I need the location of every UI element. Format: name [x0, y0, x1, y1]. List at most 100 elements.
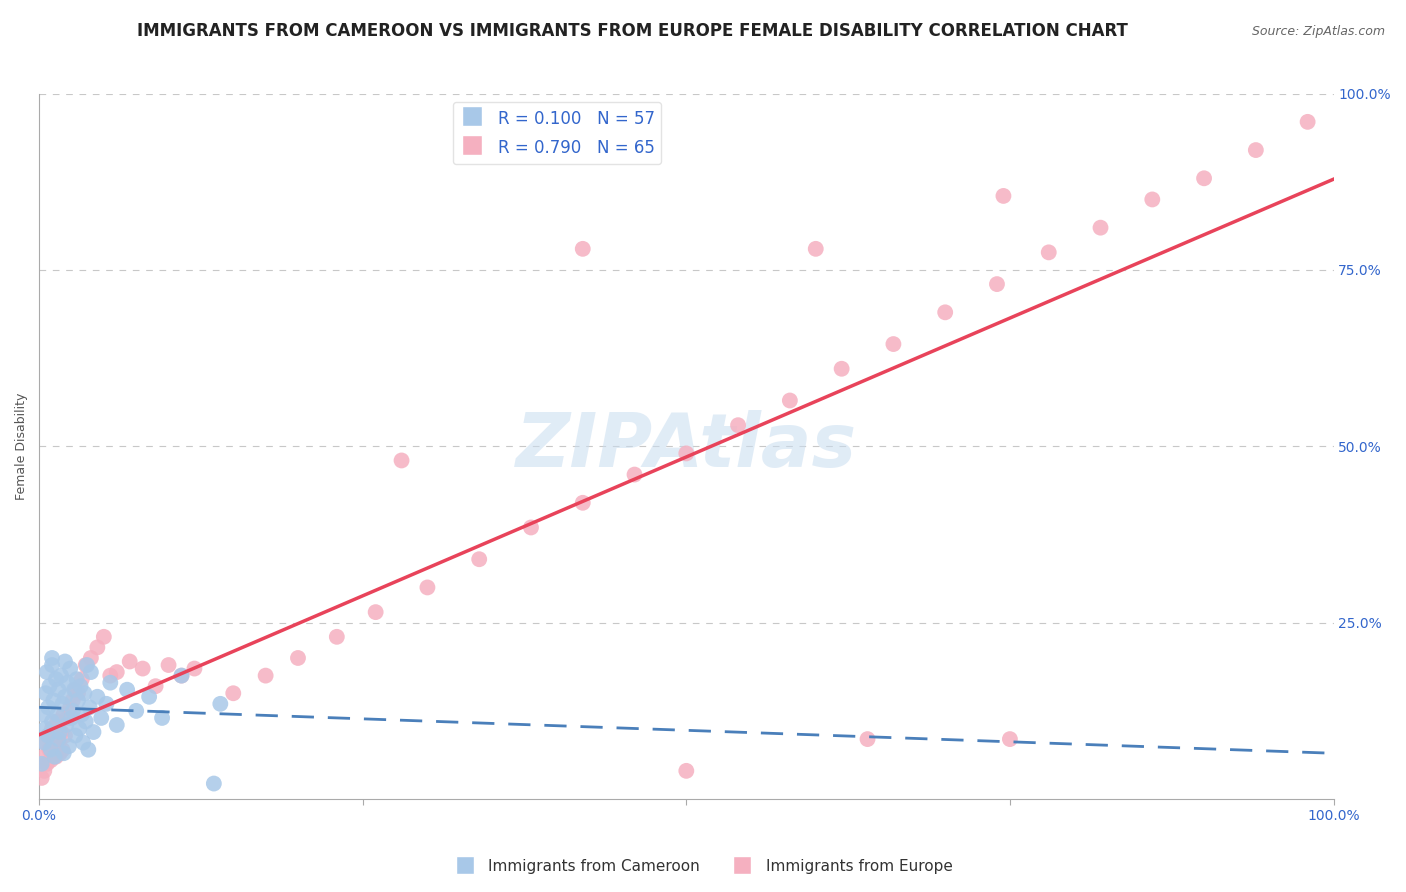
Point — [993, 189, 1015, 203]
Point — [42, 739, 65, 753]
Text: Source: ZipAtlas.com: Source: ZipAtlas.com — [1251, 25, 1385, 38]
Point — [1192, 171, 1215, 186]
Point — [804, 242, 827, 256]
Point — [31, 756, 53, 771]
Point — [35, 665, 58, 679]
Point — [75, 658, 97, 673]
Point — [77, 742, 100, 756]
Point — [675, 764, 697, 778]
Point — [66, 672, 89, 686]
Point — [51, 697, 73, 711]
Legend: Immigrants from Cameroon, Immigrants from Europe: Immigrants from Cameroon, Immigrants fro… — [447, 853, 959, 880]
Point — [118, 655, 141, 669]
Point — [45, 672, 67, 686]
Point — [98, 675, 121, 690]
Point — [623, 467, 645, 482]
Point — [1296, 115, 1319, 129]
Point — [170, 668, 193, 682]
Point — [51, 742, 73, 756]
Point — [93, 630, 115, 644]
Point — [571, 496, 593, 510]
Point — [58, 739, 80, 753]
Point — [56, 711, 79, 725]
Text: IMMIGRANTS FROM CAMEROON VS IMMIGRANTS FROM EUROPE FEMALE DISABILITY CORRELATION: IMMIGRANTS FROM CAMEROON VS IMMIGRANTS F… — [138, 22, 1128, 40]
Point — [62, 693, 84, 707]
Point — [82, 725, 104, 739]
Point — [105, 718, 128, 732]
Point — [39, 742, 62, 756]
Point — [998, 732, 1021, 747]
Point — [59, 700, 82, 714]
Point — [856, 732, 879, 747]
Point — [46, 707, 69, 722]
Point — [44, 732, 66, 747]
Text: ZIPAtlas: ZIPAtlas — [516, 409, 856, 483]
Point — [222, 686, 245, 700]
Point — [67, 722, 90, 736]
Point — [287, 651, 309, 665]
Point — [65, 729, 87, 743]
Point — [49, 725, 72, 739]
Point — [468, 552, 491, 566]
Point — [209, 697, 232, 711]
Point — [48, 732, 70, 747]
Point — [170, 668, 193, 682]
Point — [986, 277, 1008, 292]
Point — [105, 665, 128, 679]
Point — [727, 418, 749, 433]
Point — [44, 749, 66, 764]
Point — [1142, 193, 1164, 207]
Point — [98, 668, 121, 682]
Point — [39, 753, 62, 767]
Point — [49, 725, 72, 739]
Point — [52, 707, 75, 722]
Point — [63, 682, 86, 697]
Point — [37, 700, 59, 714]
Point — [70, 672, 93, 686]
Point — [364, 605, 387, 619]
Point — [115, 682, 138, 697]
Point — [65, 682, 87, 697]
Point — [66, 686, 89, 700]
Point — [80, 651, 103, 665]
Point — [831, 361, 853, 376]
Point — [53, 690, 76, 704]
Point — [86, 640, 108, 655]
Point — [34, 736, 56, 750]
Point — [1090, 220, 1112, 235]
Point — [52, 746, 75, 760]
Point — [38, 742, 60, 756]
Point — [53, 729, 76, 743]
Point — [48, 736, 70, 750]
Point — [520, 520, 543, 534]
Point — [41, 658, 63, 673]
Point — [416, 581, 439, 595]
Point — [46, 714, 69, 729]
Point — [41, 722, 63, 736]
Point — [31, 771, 53, 785]
Point — [882, 337, 904, 351]
Point — [34, 686, 56, 700]
Point — [32, 749, 55, 764]
Point — [48, 682, 70, 697]
Point — [42, 693, 65, 707]
Point — [32, 707, 55, 722]
Point — [41, 714, 63, 729]
Point — [41, 651, 63, 665]
Point — [779, 393, 801, 408]
Point — [45, 749, 67, 764]
Point — [934, 305, 956, 319]
Point — [72, 736, 94, 750]
Point — [125, 704, 148, 718]
Point — [391, 453, 413, 467]
Point — [1038, 245, 1060, 260]
Point — [66, 693, 89, 707]
Point — [35, 756, 58, 771]
Point — [79, 700, 101, 714]
Point — [55, 718, 77, 732]
Legend: R = 0.100   N = 57, R = 0.790   N = 65: R = 0.100 N = 57, R = 0.790 N = 65 — [453, 102, 661, 164]
Point — [59, 662, 82, 676]
Point — [38, 679, 60, 693]
Point — [675, 446, 697, 460]
Point — [145, 679, 167, 693]
